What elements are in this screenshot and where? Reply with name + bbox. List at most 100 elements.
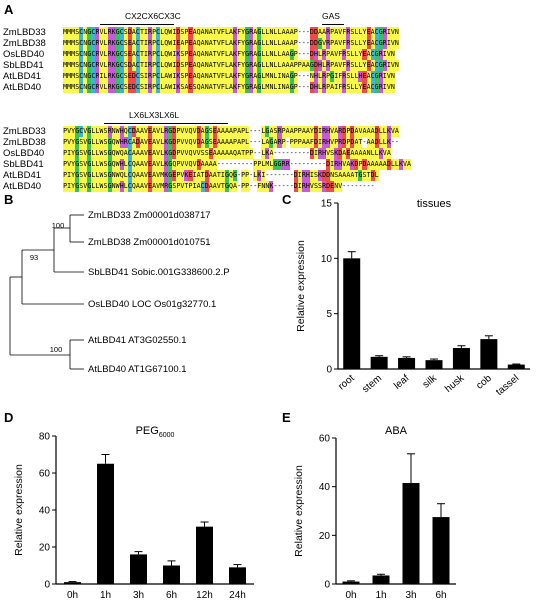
- y-tick-label: 15: [321, 199, 333, 210]
- x-tick-label: leaf: [392, 373, 412, 392]
- x-tick-label: 0h: [345, 590, 356, 601]
- alignment-block: CX2CX6CX3C GAS ZmLBD33 MMMSCNGCRVLRKGCSDACT…: [0, 11, 550, 94]
- chart-peg: PEG6000 0 20 40 60 80 Relative expression 0h 1h 3…: [13, 425, 254, 601]
- x-tick-label: 24h: [229, 590, 246, 601]
- bar: [370, 356, 388, 369]
- chart-title: ABA: [385, 425, 408, 437]
- x-tick-label: stem: [360, 373, 384, 395]
- sequence-residues: MMMSCNGCRVLRKGCSEACTIRPCLQWIEAPEAQANATVF…: [63, 38, 399, 49]
- motif-line: [322, 24, 344, 25]
- bootstrap-value: 100: [52, 221, 65, 230]
- alignment-block: LX6LX3LX6L ZmLBD33 PVYGCVGLLWSRNWHQCDAAVEA…: [0, 110, 550, 193]
- bar: [507, 364, 525, 369]
- sequence-residues: MMMSCNGCRILRKGCSEDCSIRPCLAWIKSPEAQANATVF…: [63, 71, 395, 82]
- x-tick-label: 1h: [375, 590, 386, 601]
- sequence-name: ZmLBD38: [3, 38, 46, 49]
- tree-taxon-label: AtLBD41 AT3G02550.1: [88, 335, 187, 346]
- x-tick-label: 3h: [133, 590, 144, 601]
- y-tick-label: 0: [326, 365, 332, 376]
- tree-taxon-label: ZmLBD33 Zm00001d038717: [88, 210, 211, 221]
- chart-title: PEG6000: [136, 425, 175, 439]
- sequence-name: ZmLBD38: [3, 137, 46, 148]
- sequence-name: ZmLBD33: [3, 27, 46, 38]
- x-tick-label: silk: [421, 372, 440, 390]
- bar: [452, 347, 470, 369]
- y-axis-label: Relative expression: [295, 240, 307, 332]
- y-axis-label: Relative expression: [293, 465, 305, 557]
- bar: [342, 581, 360, 584]
- y-tick-label: 40: [39, 506, 51, 517]
- bar: [229, 567, 246, 584]
- panel-letter-a: A: [4, 2, 14, 17]
- y-tick-label: 40: [319, 482, 331, 493]
- sequence-name: AtLBD41: [3, 71, 42, 82]
- x-tick-label: 6h: [435, 590, 446, 601]
- sequence-name: SbLBD41: [3, 159, 44, 170]
- y-tick-label: 60: [319, 434, 331, 445]
- sequence-residues: PIYGSVGLLWSGNWQLCQAAVEAVMKGEPVKEIATDAATI…: [63, 170, 379, 181]
- y-tick-label: 10: [321, 254, 333, 265]
- sequence-name: ZmLBD33: [3, 126, 46, 137]
- panel-letter-d: D: [4, 410, 14, 425]
- sequence-name: AtLBD40: [3, 181, 42, 192]
- chart-title: tissues: [417, 198, 452, 210]
- panel-letter-b: B: [4, 192, 14, 207]
- bar: [372, 575, 390, 584]
- motif-line: [104, 123, 228, 124]
- x-tick-label: 1h: [100, 590, 111, 601]
- sequence-residues: PVYGSVGLLWSGQWHRCADAVEAVLKGDPVVQVDAGSEAA…: [63, 137, 399, 148]
- x-tick-label: 12h: [196, 590, 213, 601]
- x-tick-label: 0h: [67, 590, 78, 601]
- sequence-name: SbLBD41: [3, 60, 44, 71]
- bar: [97, 463, 114, 584]
- bar: [130, 554, 147, 584]
- sequence-residues: MMMSCNGCRVLRKGCSDACTIRPCLQWIDSPEAQANATVF…: [63, 60, 399, 71]
- sequence-residues: PIYGSVGLLWSGQWQACAAAVEAVLKGDPVVQVVSSEAAA…: [63, 148, 391, 159]
- chart-tissues: tissues 0 5 10 15 Relative expression root stem…: [295, 198, 530, 398]
- x-tick-label: root: [336, 373, 356, 393]
- phylogenetic-tree: 100 93 100 ZmLBD33 Zm00001d038717 ZmLBD38 Zm…: [9, 210, 230, 375]
- bar: [343, 258, 361, 369]
- bar: [432, 517, 450, 584]
- bar: [398, 357, 416, 369]
- alignment-panel: CX2CX6CX3C GAS ZmLBD33 MMMSCNGCRVLRKGCSDACT…: [0, 0, 550, 192]
- sequence-residues: MMMSCNGCRVLRKGCSDACTIRPCLQWIDSPEAQANATVF…: [63, 27, 399, 38]
- y-axis-label: Relative expression: [13, 464, 25, 556]
- motif-label: LX6LX3LX6L: [129, 110, 180, 120]
- y-tick-label: 0: [44, 580, 50, 591]
- x-tick-label: 3h: [405, 590, 416, 601]
- bar: [402, 483, 420, 584]
- sequence-name: AtLBD40: [3, 82, 42, 93]
- panel-letter-e: E: [282, 410, 291, 425]
- bar: [64, 582, 81, 584]
- sequence-name: AtLBD41: [3, 170, 42, 181]
- sequence-residues: MMMSCNGCRVLRKGCSEACTIRPCLQWIKSPEAQANATVF…: [63, 49, 395, 60]
- x-tick-label: cob: [474, 373, 494, 392]
- bar: [425, 360, 443, 369]
- chart-aba: ABA 0 20 40 60 Relative expression 0h 1h 3h 6h: [293, 425, 456, 601]
- motif-label: GAS: [322, 11, 340, 21]
- chart-title-sub: 6000: [159, 432, 175, 439]
- x-tick-label: tassel: [494, 373, 521, 398]
- y-tick-label: 5: [326, 309, 332, 320]
- x-tick-label: 6h: [166, 590, 177, 601]
- panel-letter-c: C: [282, 192, 292, 207]
- y-tick-label: 20: [319, 531, 331, 542]
- bootstrap-value: 100: [50, 345, 63, 354]
- sequence-residues: PIYGSVGLLWSGNWHLCQAAVEAVMRGSPVTPIACDAAVT…: [63, 181, 375, 192]
- motif-label: CX2CX6CX3C: [125, 11, 181, 21]
- tree-taxon-label: ZmLBD38 Zm00001d010751: [88, 237, 211, 248]
- y-tick-label: 60: [39, 469, 51, 480]
- y-tick-label: 0: [324, 580, 330, 591]
- y-tick-label: 20: [39, 543, 51, 554]
- y-tick-label: 80: [39, 432, 51, 443]
- bootstrap-value: 93: [30, 253, 38, 262]
- tree-taxon-label: OsLBD40 LOC Os01g32770.1: [88, 299, 216, 310]
- bar: [480, 339, 498, 369]
- sequence-residues: PVYGCVGLLWSRNWHQCDAAVEAVLRGDPVVQVDAGSEAA…: [63, 126, 399, 137]
- sequence-name: OsLBD40: [3, 49, 45, 60]
- sequence-residues: PVYGSVGLLWSGQWHLCQAAVEAVLKGQPVVQVDAAAA--…: [63, 159, 412, 170]
- bar: [196, 526, 213, 584]
- tree-taxon-label: AtLBD40 AT1G67100.1: [88, 364, 187, 375]
- x-tick-label: husk: [443, 372, 467, 395]
